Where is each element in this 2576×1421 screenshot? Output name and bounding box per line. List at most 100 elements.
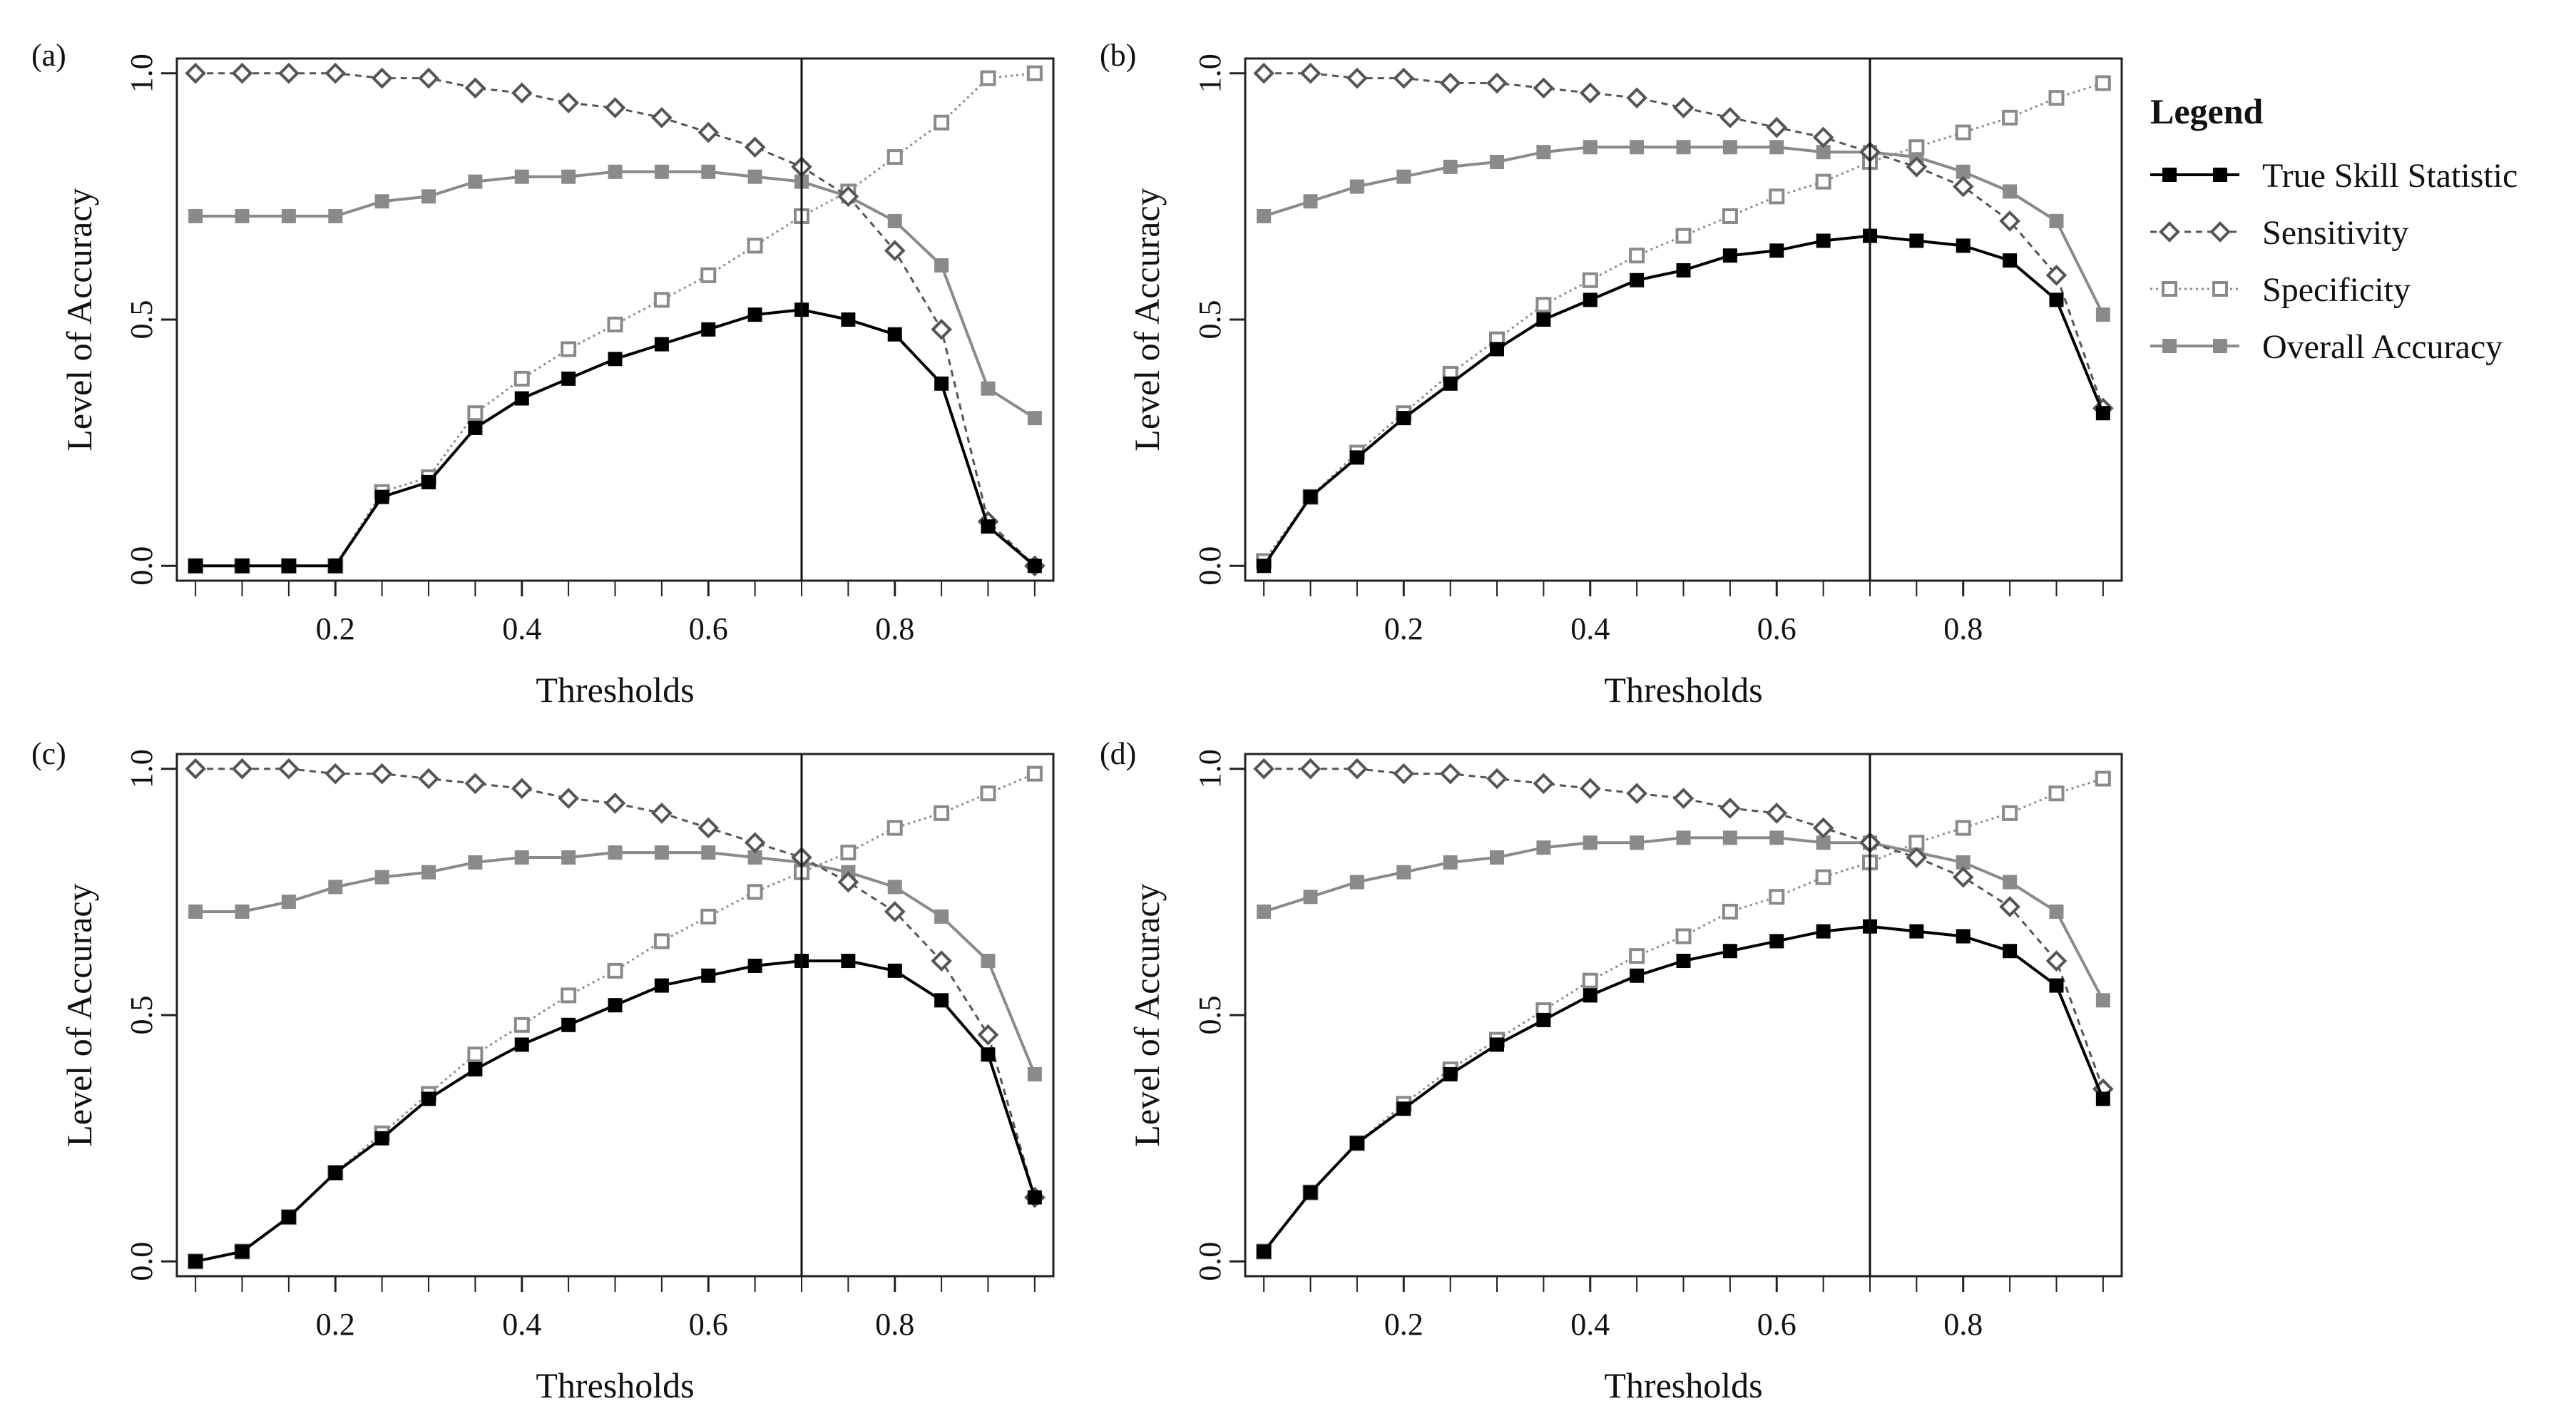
panel-label: (b) [1100, 38, 1136, 73]
data-point-tss [468, 1061, 483, 1076]
data-point-overall [1303, 890, 1318, 905]
data-point-sensitivity [931, 950, 952, 972]
legend-marker-sensitivity [2159, 221, 2180, 243]
data-point-tss [934, 376, 949, 391]
data-point-overall [1769, 830, 1784, 845]
data-point-sensitivity [418, 67, 439, 89]
data-point-tss [1027, 1190, 1042, 1205]
data-point-sensitivity [1812, 817, 1834, 839]
y-tick-label: 0.5 [1192, 996, 1227, 1035]
data-point-specificity [1675, 228, 1692, 244]
data-point-specificity [513, 370, 530, 387]
data-point-sensitivity [558, 92, 579, 113]
data-point-sensitivity [651, 107, 673, 128]
data-point-specificity [1722, 903, 1738, 920]
series-line-specificity [1262, 82, 2104, 562]
series-specificity [1256, 770, 2111, 1260]
data-point-specificity [561, 341, 577, 357]
data-point-tss [654, 337, 669, 352]
data-point-overall [1443, 159, 1458, 174]
data-point-overall [1676, 830, 1691, 845]
data-point-sensitivity [1346, 758, 1368, 780]
data-point-overall [1303, 194, 1318, 209]
data-point-sensitivity [977, 1024, 999, 1046]
data-point-overall [1956, 164, 1971, 179]
data-point-sensitivity [1906, 156, 1928, 178]
data-point-tss [747, 307, 762, 322]
data-point-sensitivity [1672, 788, 1695, 809]
data-point-sensitivity [1952, 175, 1974, 198]
data-point-sensitivity [2045, 265, 2068, 286]
data-point-overall [1490, 155, 1505, 170]
data-point-specificity [1535, 297, 1552, 313]
data-point-tss [1536, 312, 1551, 327]
data-point-tss [1490, 1037, 1505, 1052]
data-point-overall [2095, 307, 2110, 322]
data-point-overall [747, 169, 762, 184]
legend-marker-specificity [2162, 281, 2177, 297]
data-point-sensitivity [884, 901, 906, 922]
data-point-specificity [700, 908, 717, 925]
data-point-sensitivity [464, 77, 486, 99]
data-point-overall [514, 169, 529, 184]
series-tss [188, 954, 1042, 1269]
data-point-overall [1816, 145, 1831, 160]
data-point-sensitivity [1719, 107, 1741, 128]
x-tick-label: 0.8 [875, 611, 914, 646]
data-point-tss [934, 993, 949, 1008]
data-point-sensitivity [1486, 768, 1508, 790]
data-point-sensitivity [1766, 116, 1788, 138]
data-point-specificity [561, 987, 577, 1004]
data-point-overall [188, 904, 203, 919]
data-point-overall [421, 865, 436, 880]
legend-marker-sensitivity-2 [2209, 221, 2231, 243]
x-tick-label: 0.8 [875, 1307, 914, 1342]
data-point-specificity [1769, 889, 1785, 905]
y-tick-label: 0.0 [124, 546, 159, 586]
data-point-specificity [2095, 75, 2111, 91]
data-point-tss [981, 1047, 996, 1062]
y-axis-title: Level of Accuracy [1127, 883, 1167, 1146]
data-point-tss [2049, 292, 2064, 307]
chart-panel: (c) 0.2 0.4 0.6 0.8 0.0 0.5 1.0 Thresholds Level … [31, 736, 1055, 1405]
data-point-specificity [2002, 109, 2018, 126]
data-point-tss [701, 322, 716, 337]
data-point-sensitivity [1533, 77, 1555, 99]
x-axis-title: Thresholds [536, 1365, 694, 1405]
y-axis-title: Level of Accuracy [59, 883, 99, 1146]
x-tick-label: 0.4 [502, 611, 541, 646]
series-sensitivity [1253, 758, 2114, 1100]
data-point-sensitivity [1486, 72, 1508, 94]
y-tick-label: 0.0 [1192, 546, 1227, 586]
data-point-tss [1956, 929, 1971, 944]
y-tick-label: 0.0 [124, 1242, 159, 1281]
data-point-tss [2003, 253, 2018, 268]
data-point-specificity [2048, 785, 2065, 802]
data-point-sensitivity [1253, 758, 1274, 780]
x-tick-label: 0.6 [689, 1307, 728, 1342]
data-point-overall [1257, 904, 1272, 919]
data-point-specificity [886, 149, 903, 165]
data-point-specificity [513, 1017, 530, 1033]
panel-label: (c) [31, 736, 66, 771]
data-point-tss [1257, 559, 1272, 574]
y-tick-label: 0.5 [124, 996, 159, 1035]
data-point-overall [981, 954, 996, 969]
data-point-overall [1956, 855, 1971, 870]
data-point-tss [1490, 342, 1505, 357]
series-sensitivity [185, 758, 1046, 1208]
series-line-overall [195, 170, 1036, 419]
data-point-overall [1443, 855, 1458, 870]
data-point-overall [701, 164, 716, 179]
data-point-tss [747, 958, 762, 973]
data-point-overall [1722, 140, 1737, 155]
data-point-tss [1349, 1136, 1364, 1151]
legend-marker-tss-2 [2213, 168, 2227, 182]
data-point-sensitivity [1299, 62, 1322, 84]
data-point-sensitivity [231, 758, 253, 780]
data-point-specificity [1629, 248, 1645, 264]
data-point-sensitivity [1672, 97, 1695, 118]
data-point-specificity [747, 884, 763, 900]
chart-panel: (d) 0.2 0.4 0.6 0.8 0.0 0.5 1.0 Thresholds Level … [1100, 736, 2123, 1405]
data-point-tss [1583, 292, 1598, 307]
